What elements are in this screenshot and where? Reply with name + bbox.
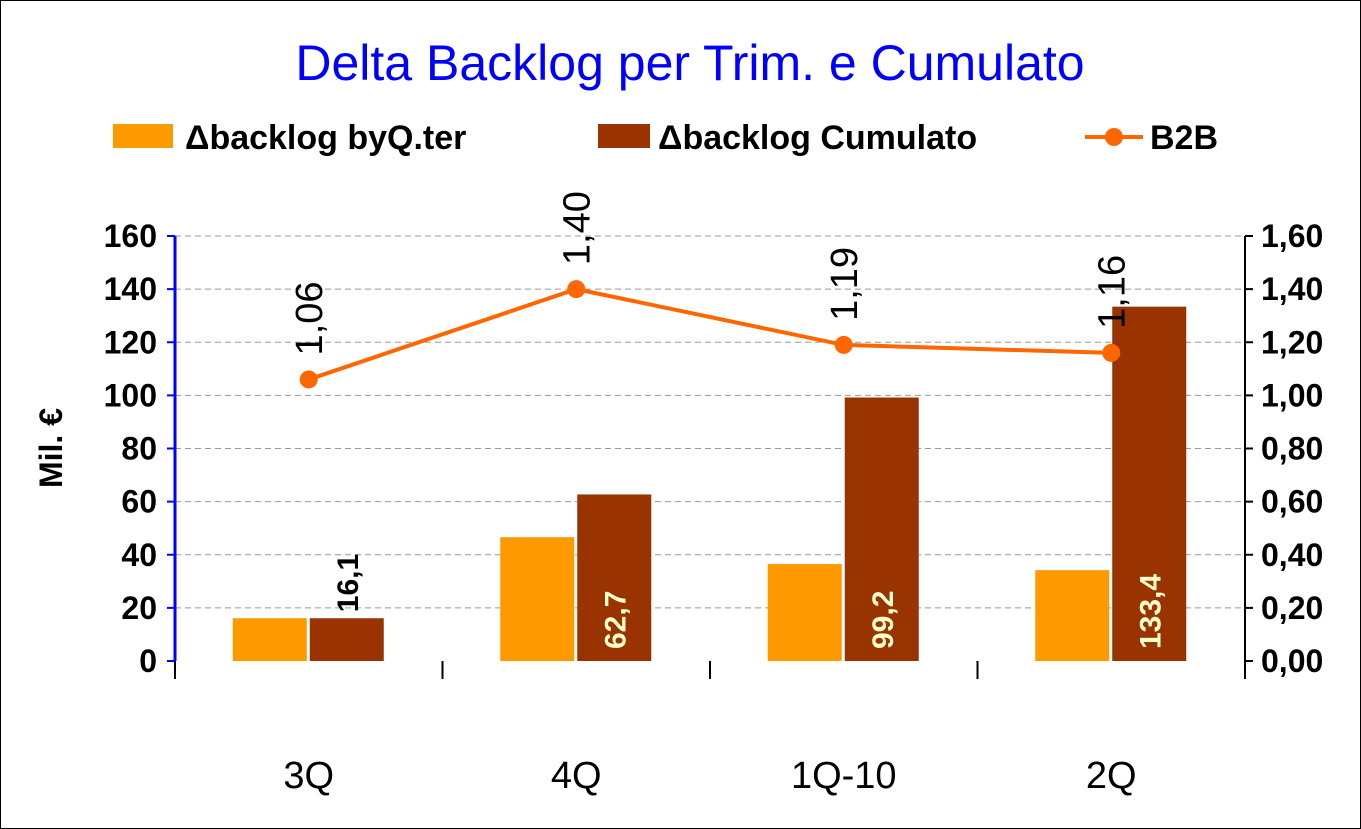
bar	[577, 494, 652, 661]
x-tick-label: 3Q	[283, 755, 334, 797]
data-label: 1,16	[1091, 255, 1133, 329]
line-point	[1102, 343, 1121, 362]
y-tick-label: 0	[139, 643, 157, 679]
data-label: 1,06	[289, 281, 331, 355]
line-point	[567, 280, 586, 299]
legend-label: Δbacklog Cumulato	[658, 119, 977, 157]
bar	[1035, 570, 1110, 661]
y-tick-label: 60	[121, 484, 157, 520]
x-tick-label: 2Q	[1086, 755, 1137, 797]
bar	[767, 564, 842, 661]
bar	[1112, 306, 1187, 661]
bar	[232, 618, 307, 661]
y2-tick-label: 0,00	[1261, 643, 1323, 679]
data-label: 16,1	[332, 554, 365, 612]
legend-swatch	[113, 124, 173, 148]
y2-tick-label: 1,40	[1261, 271, 1323, 307]
y2-tick-label: 1,00	[1261, 377, 1323, 413]
y-tick-label: 140	[104, 271, 157, 307]
legend-label: Δbacklog byQ.ter	[185, 119, 466, 157]
x-tick-label: 1Q-10	[791, 755, 897, 797]
y-tick-label: 80	[121, 431, 157, 467]
chart-title: Delta Backlog per Trim. e Cumulato	[295, 35, 1084, 91]
bar	[309, 618, 384, 661]
line-point	[299, 370, 318, 389]
y2-tick-label: 0,40	[1261, 537, 1323, 573]
legend-marker	[1105, 128, 1123, 146]
y-tick-label: 120	[104, 324, 157, 360]
y2-tick-label: 0,80	[1261, 431, 1323, 467]
x-tick-label: 4Q	[551, 755, 602, 797]
data-label: 1,19	[824, 247, 866, 321]
bar	[844, 397, 919, 661]
y-tick-label: 20	[121, 590, 157, 626]
y-tick-label: 160	[104, 218, 157, 254]
y-tick-label: 100	[104, 377, 157, 413]
y-axis-label: Mil. €	[33, 408, 69, 488]
data-label: 1,40	[556, 191, 598, 265]
legend-label: B2B	[1150, 119, 1218, 157]
line	[308, 287, 1112, 382]
line-point	[834, 335, 853, 354]
legend-swatch	[598, 124, 650, 148]
y-tick-label: 40	[121, 537, 157, 573]
y2-tick-label: 1,20	[1261, 324, 1323, 360]
y2-tick-label: 0,60	[1261, 484, 1323, 520]
y2-tick-label: 1,60	[1261, 218, 1323, 254]
data-label: 62,7	[599, 591, 632, 649]
data-label: 99,2	[867, 591, 900, 649]
y2-tick-label: 0,20	[1261, 590, 1323, 626]
bar	[500, 537, 575, 661]
data-label: 133,4	[1134, 574, 1167, 649]
